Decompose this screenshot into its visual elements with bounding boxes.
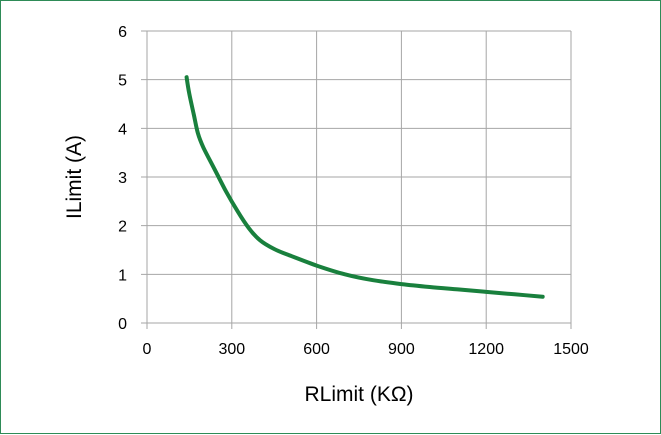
tick-labels: 0 300 600 900 1200 1500 0 1 2 3 4 5 6 bbox=[118, 24, 589, 358]
y-axis-title: ILimit (A) bbox=[63, 135, 86, 219]
series-layer bbox=[184, 75, 545, 299]
x-tick-label: 600 bbox=[303, 341, 330, 358]
x-tick-label: 900 bbox=[388, 341, 415, 358]
x-tick-label: 1200 bbox=[468, 341, 504, 358]
y-tick-label: 4 bbox=[118, 121, 127, 138]
x-tick-label: 1500 bbox=[553, 341, 589, 358]
y-tick-label: 1 bbox=[118, 267, 127, 284]
x-tick-label: 300 bbox=[218, 341, 245, 358]
y-tick-label: 5 bbox=[118, 73, 127, 90]
x-tick-label: 0 bbox=[143, 341, 152, 358]
y-tick-label: 6 bbox=[118, 24, 127, 41]
axes bbox=[146, 31, 571, 324]
y-tick-label: 2 bbox=[118, 219, 127, 236]
series-line-0 bbox=[184, 75, 545, 299]
grid-lines bbox=[141, 30, 572, 329]
x-axis-title: RLimit (KΩ) bbox=[304, 383, 413, 406]
y-tick-label: 3 bbox=[118, 170, 127, 187]
y-tick-label: 0 bbox=[118, 316, 127, 333]
